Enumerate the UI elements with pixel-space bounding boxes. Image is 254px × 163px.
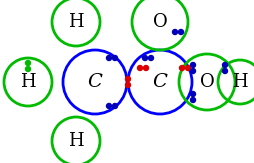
Text: H: H <box>68 132 84 150</box>
Circle shape <box>190 91 196 96</box>
Circle shape <box>190 62 196 67</box>
Circle shape <box>190 97 196 103</box>
Circle shape <box>190 68 196 74</box>
Circle shape <box>144 66 149 71</box>
Circle shape <box>137 66 142 71</box>
Text: H: H <box>68 13 84 31</box>
Text: H: H <box>20 73 36 91</box>
Text: C: C <box>153 73 167 91</box>
Circle shape <box>149 55 153 60</box>
Circle shape <box>25 67 30 72</box>
Circle shape <box>125 76 131 82</box>
Text: H: H <box>232 73 248 91</box>
Text: C: C <box>88 73 102 91</box>
Circle shape <box>185 66 190 71</box>
Circle shape <box>113 55 118 60</box>
Circle shape <box>113 104 118 109</box>
Circle shape <box>125 82 131 88</box>
Circle shape <box>179 30 183 35</box>
Text: O: O <box>153 13 167 31</box>
Circle shape <box>106 104 112 109</box>
Circle shape <box>172 30 178 35</box>
Circle shape <box>142 55 148 60</box>
Circle shape <box>180 66 184 71</box>
Circle shape <box>106 55 112 60</box>
Circle shape <box>223 62 228 67</box>
Circle shape <box>25 60 30 66</box>
Text: O: O <box>200 73 214 91</box>
Circle shape <box>223 68 228 74</box>
